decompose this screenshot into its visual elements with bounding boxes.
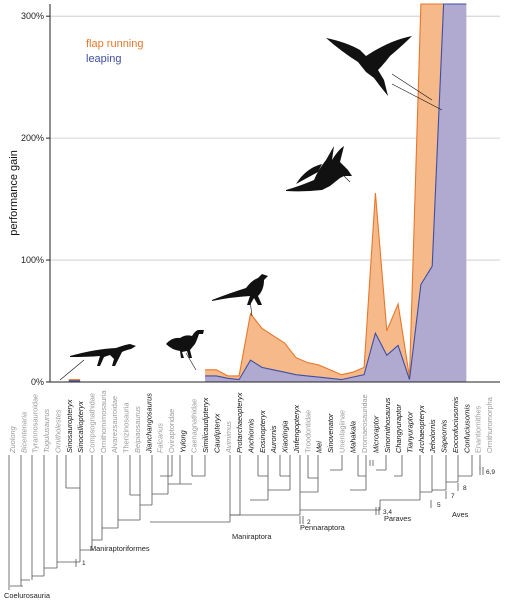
taxon-label: Compsognathidae <box>88 393 97 453</box>
taxon-label: Jinfengopteryx <box>292 405 301 454</box>
taxon-label: Aurornis <box>269 425 278 454</box>
taxon-label: Dromaeosauridae <box>360 394 369 453</box>
series-areas <box>68 4 467 382</box>
taxon-label: Changyuraptor <box>394 404 403 453</box>
taxon-label: Caudipteryx <box>212 413 221 453</box>
taxon-labels: Zuolong Bicentenaria Tyrannosauroidae Tugul… <box>8 390 494 454</box>
taxon-label: Sapeornis <box>440 419 449 453</box>
taxon-label: Falcarius <box>156 423 165 453</box>
node-number-5: 5 <box>437 502 441 509</box>
taxon-label: Enantiornithes <box>474 405 483 453</box>
taxon-label: Avimimus <box>224 421 233 454</box>
taxon-label: Bicentenaria <box>19 412 28 453</box>
anchiornithid-silhouette-icon <box>212 274 268 317</box>
taxon-label: Jeholornis <box>428 419 437 454</box>
taxon-label: Ornithomimosauria <box>99 390 108 453</box>
taxon-label: Sinosauropteryx <box>65 399 74 453</box>
taxon-label: Sinovenator <box>326 413 335 453</box>
clade-coelurosauria: Coelurosauria <box>4 591 51 600</box>
y-tick-label: 300% <box>21 11 44 21</box>
taxon-label: Similicaudipteryx <box>201 397 210 453</box>
taxon-label: Alvarezsauroidae <box>110 396 119 453</box>
leaping-area <box>205 4 467 382</box>
taxon-label: Oviraptoridae <box>167 409 176 453</box>
taxon-label: Zuolong <box>8 425 17 454</box>
taxon-label: Archaeopteryx <box>417 405 426 454</box>
legend-flap-running: flap running <box>86 38 144 50</box>
taxon-label: Caenagnathidae <box>190 399 199 453</box>
silhouettes <box>59 36 443 381</box>
node-number-7: 7 <box>451 493 455 500</box>
cladogram <box>8 455 481 590</box>
taxon-label: Therizinosauria <box>122 402 131 453</box>
taxon-label: Anchiornis <box>247 418 256 454</box>
node-number-3-4: 3,4 <box>383 509 392 516</box>
taxon-label: Unenlagiinae <box>337 410 346 453</box>
node-number-6-9: 6,9 <box>486 469 495 476</box>
taxon-label: Troodontidae <box>303 410 312 453</box>
clade-aves: Aves <box>452 510 469 519</box>
taxon-label: Beipiaosaurus <box>133 406 142 453</box>
y-tick-label: 0% <box>31 377 44 387</box>
node-number-8: 8 <box>463 485 467 492</box>
flap-running-line <box>205 3 467 378</box>
taxon-label: Eoconfuciusornis <box>451 396 460 453</box>
clade-pennaraptora: Pennaraptora <box>300 523 346 532</box>
taxon-label: Microraptor <box>371 415 380 453</box>
taxon-label: Tugulusaurus <box>42 408 51 453</box>
plot-area: 0% 100% 200% 300% performance gain <box>8 3 500 387</box>
leaping-line <box>205 3 467 381</box>
taxon-label: Confuciusornis <box>462 404 471 453</box>
y-tick-label: 200% <box>21 133 44 143</box>
y-axis-label: performance gain <box>8 150 20 236</box>
clade-labels: Coelurosauria Maniraptoriformes Manirapt… <box>4 510 469 600</box>
taxon-label: Ornitholestes <box>53 409 62 453</box>
clade-maniraptora: Maniraptora <box>232 532 272 541</box>
taxon-label: Eosinopteryx <box>258 410 267 453</box>
node-numbers: 1 2 3,4 5 7 8 6,9 <box>75 460 495 567</box>
taxon-label: Tyrannosauroidae <box>31 394 40 453</box>
taxon-label: Tianyuraptor <box>406 411 415 453</box>
taxon-label: Mahakala <box>349 421 358 453</box>
clade-paraves: Paraves <box>384 514 411 523</box>
taxon-label: Yulong <box>178 429 187 453</box>
legend-leaping: leaping <box>86 53 121 65</box>
oviraptorosaur-silhouette-icon <box>166 330 204 371</box>
theropod-silhouette-icon <box>59 344 136 381</box>
y-ticks: 0% 100% 200% 300% <box>21 11 50 387</box>
taxon-label: Sinocalliopteryx <box>76 401 85 453</box>
node-number-2: 2 <box>307 519 311 526</box>
taxon-label: Mei <box>315 441 324 453</box>
taxon-label: Xiaotingia <box>281 421 290 454</box>
series-lines <box>68 3 467 382</box>
taxon-label: Jianchangosaurus <box>144 393 153 454</box>
taxon-label: Sinornithosaurus <box>383 397 392 453</box>
legend: flap running leaping <box>86 38 144 65</box>
y-tick-label: 100% <box>21 255 44 265</box>
taxon-label: Protarchaeopteryx <box>235 392 244 453</box>
microraptor-silhouette-icon <box>286 146 352 192</box>
taxon-label: Ornithuromorpha <box>485 396 494 453</box>
node-number-1: 1 <box>82 560 86 567</box>
avialan-silhouette-icon <box>326 36 443 111</box>
clade-maniraptoriformes: Maniraptoriformes <box>90 544 150 553</box>
